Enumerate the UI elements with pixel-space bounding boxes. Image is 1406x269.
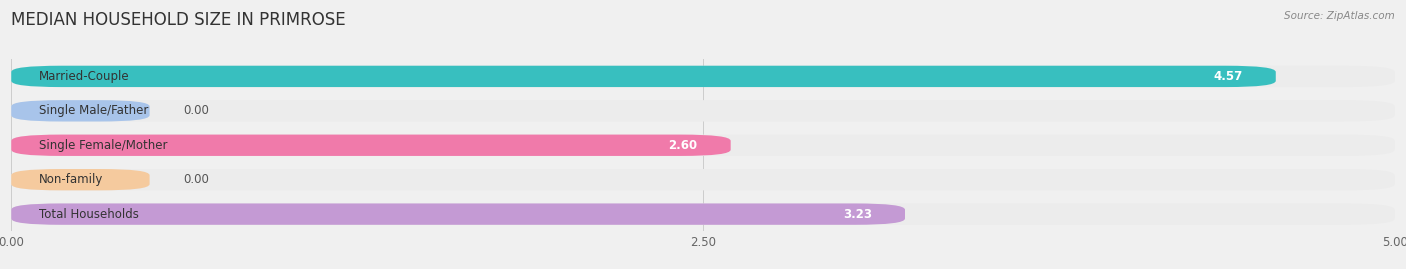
- Text: 4.57: 4.57: [1213, 70, 1243, 83]
- Text: Single Female/Mother: Single Female/Mother: [39, 139, 167, 152]
- Text: Total Households: Total Households: [39, 208, 139, 221]
- FancyBboxPatch shape: [11, 203, 1395, 225]
- Text: 2.60: 2.60: [668, 139, 697, 152]
- FancyBboxPatch shape: [11, 169, 1395, 190]
- Text: MEDIAN HOUSEHOLD SIZE IN PRIMROSE: MEDIAN HOUSEHOLD SIZE IN PRIMROSE: [11, 11, 346, 29]
- Text: Married-Couple: Married-Couple: [39, 70, 129, 83]
- FancyBboxPatch shape: [11, 203, 905, 225]
- FancyBboxPatch shape: [11, 134, 1395, 156]
- FancyBboxPatch shape: [11, 100, 149, 122]
- FancyBboxPatch shape: [11, 100, 1395, 122]
- FancyBboxPatch shape: [11, 66, 1275, 87]
- Text: 0.00: 0.00: [183, 173, 208, 186]
- Text: Single Male/Father: Single Male/Father: [39, 104, 148, 117]
- Text: Non-family: Non-family: [39, 173, 103, 186]
- Text: 0.00: 0.00: [183, 104, 208, 117]
- FancyBboxPatch shape: [11, 66, 1395, 87]
- Text: Source: ZipAtlas.com: Source: ZipAtlas.com: [1284, 11, 1395, 21]
- FancyBboxPatch shape: [11, 169, 149, 190]
- Text: 3.23: 3.23: [842, 208, 872, 221]
- FancyBboxPatch shape: [11, 134, 731, 156]
